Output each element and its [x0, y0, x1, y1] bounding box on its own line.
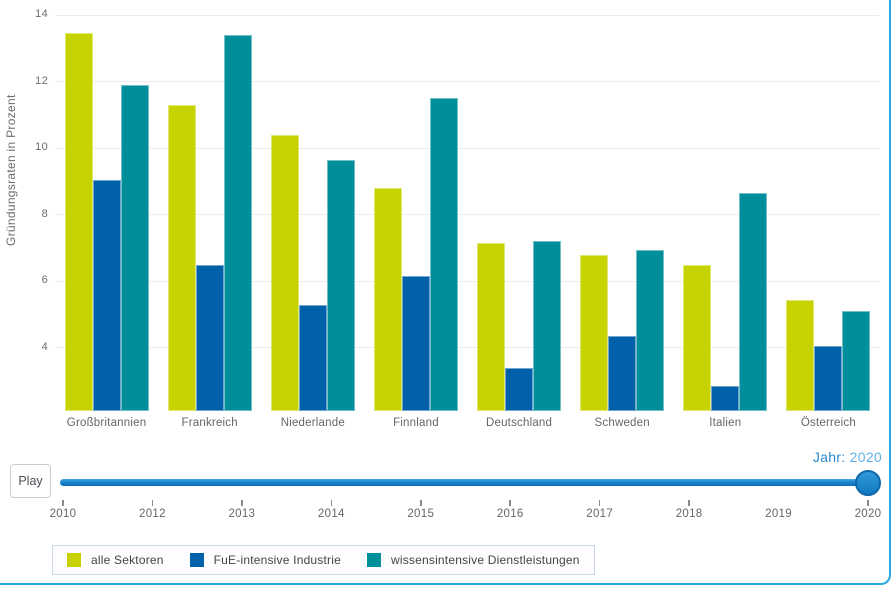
y-axis-title: Gründungsraten in Prozent: [4, 94, 18, 247]
year-tick-2012: [151, 500, 154, 506]
time-slider-section: Play Jahr: 2020 2010 2012 2013 2014 2015 2016…: [0, 446, 891, 536]
y-tick-label-10: 10: [35, 141, 48, 154]
y-tick-label-4: 4: [41, 340, 48, 353]
category-label-österreich: Österreich: [800, 417, 856, 429]
bar-schweden-series-1: [608, 336, 637, 411]
gridline-12: [55, 81, 879, 83]
bar-schweden-series-2: [636, 249, 665, 411]
category-label-frankreich: Frankreich: [181, 417, 238, 429]
year-label-2020: 2020: [854, 508, 882, 520]
legend-item-label: alle Sektoren: [91, 553, 164, 567]
year-readout-value: 2020: [849, 449, 882, 465]
gridline-4: [55, 347, 879, 349]
bar-großbritannien-series-2: [120, 84, 149, 411]
bar-finnland-series-2: [429, 98, 458, 411]
bar-italien-series-2: [739, 193, 768, 411]
legend-item-series-1[interactable]: FuE-intensive Industrie: [189, 553, 341, 567]
slider-handle[interactable]: [855, 470, 881, 496]
gridline-6: [55, 280, 879, 282]
year-axis: 2010 2012 2013 2014 2015 2016 2017 2018 2019 2020: [0, 446, 891, 536]
gridline-8: [55, 214, 879, 216]
bar-finnland-series-0: [373, 188, 402, 411]
year-label-2016: 2016: [496, 508, 524, 520]
slider-track[interactable]: [60, 479, 872, 486]
bar-finnland-series-1: [401, 276, 430, 411]
legend-item-series-2[interactable]: wissensintensive Dienstleistungen: [366, 553, 580, 567]
year-tick-2010: [62, 500, 64, 506]
legend-item-label: FuE-intensive Industrie: [213, 553, 341, 567]
year-tick-2016: [509, 500, 511, 506]
legend-swatch-icon: [189, 553, 204, 567]
year-label-2015: 2015: [407, 508, 435, 520]
year-label-2017: 2017: [586, 508, 614, 520]
category-label-niederlande: Niederlande: [280, 417, 345, 429]
year-label-2013: 2013: [228, 508, 256, 520]
legend-item-label: wissensintensive Dienstleistungen: [390, 553, 580, 567]
chart-legend: alle Sektoren FuE-intensive Industrie wiss…: [52, 545, 595, 575]
y-tick-label-14: 14: [35, 8, 48, 20]
year-tick-2018: [688, 500, 690, 506]
year-label-2014: 2014: [317, 508, 345, 520]
bar-österreich-series-2: [842, 311, 871, 411]
year-tick-2013: [241, 500, 243, 506]
bar-niederlande-series-1: [298, 304, 327, 411]
gridline-10: [55, 147, 879, 149]
bar-niederlande-series-2: [326, 159, 355, 411]
bar-chart-plot-area: Gründungsraten in Prozent 4 6 8 10 12 14 Großb…: [4, 8, 879, 429]
play-button[interactable]: Play: [10, 464, 51, 498]
category-label-italien: Italien: [709, 417, 742, 429]
bar-niederlande-series-0: [270, 134, 299, 411]
year-tick-2020: [867, 500, 869, 506]
bar-österreich-series-0: [786, 299, 815, 411]
category-label-finnland: Finnland: [393, 417, 439, 429]
y-tick-label-6: 6: [41, 274, 48, 287]
bar-schweden-series-0: [580, 254, 609, 411]
bar-deutschland-series-0: [477, 242, 506, 411]
bar-frankreich-series-0: [167, 104, 196, 411]
bar-italien-series-0: [683, 264, 712, 411]
bar-italien-series-1: [711, 386, 740, 411]
year-label-2018: 2018: [675, 508, 703, 520]
bar-frankreich-series-1: [195, 264, 224, 411]
year-tick-2017: [598, 500, 601, 506]
bar-österreich-series-1: [814, 346, 843, 411]
bar-großbritannien-series-0: [64, 33, 93, 411]
legend-item-series-0[interactable]: alle Sektoren: [67, 553, 164, 567]
legend-swatch-icon: [366, 553, 381, 567]
y-tick-label-8: 8: [41, 207, 48, 220]
year-tick-2014: [330, 500, 333, 506]
gridline-14: [55, 14, 879, 16]
year-label-2010: 2010: [49, 508, 77, 520]
year-label-2012: 2012: [139, 508, 166, 520]
year-label-2019: 2019: [765, 508, 792, 520]
category-label-schweden: Schweden: [594, 417, 650, 429]
legend-swatch-icon: [67, 553, 81, 567]
year-readout-label: Jahr:: [812, 449, 846, 465]
y-tick-label-12: 12: [35, 74, 48, 87]
bar-großbritannien-series-1: [92, 179, 121, 411]
category-label-deutschland: Deutschland: [485, 417, 553, 429]
bar-deutschland-series-2: [533, 241, 562, 411]
category-label-großbritannien: Großbritannien: [66, 417, 147, 429]
year-tick-2015: [420, 500, 422, 506]
current-year-readout: Jahr: 2020: [813, 449, 882, 465]
bar-frankreich-series-2: [223, 34, 252, 411]
bar-deutschland-series-1: [505, 367, 534, 411]
